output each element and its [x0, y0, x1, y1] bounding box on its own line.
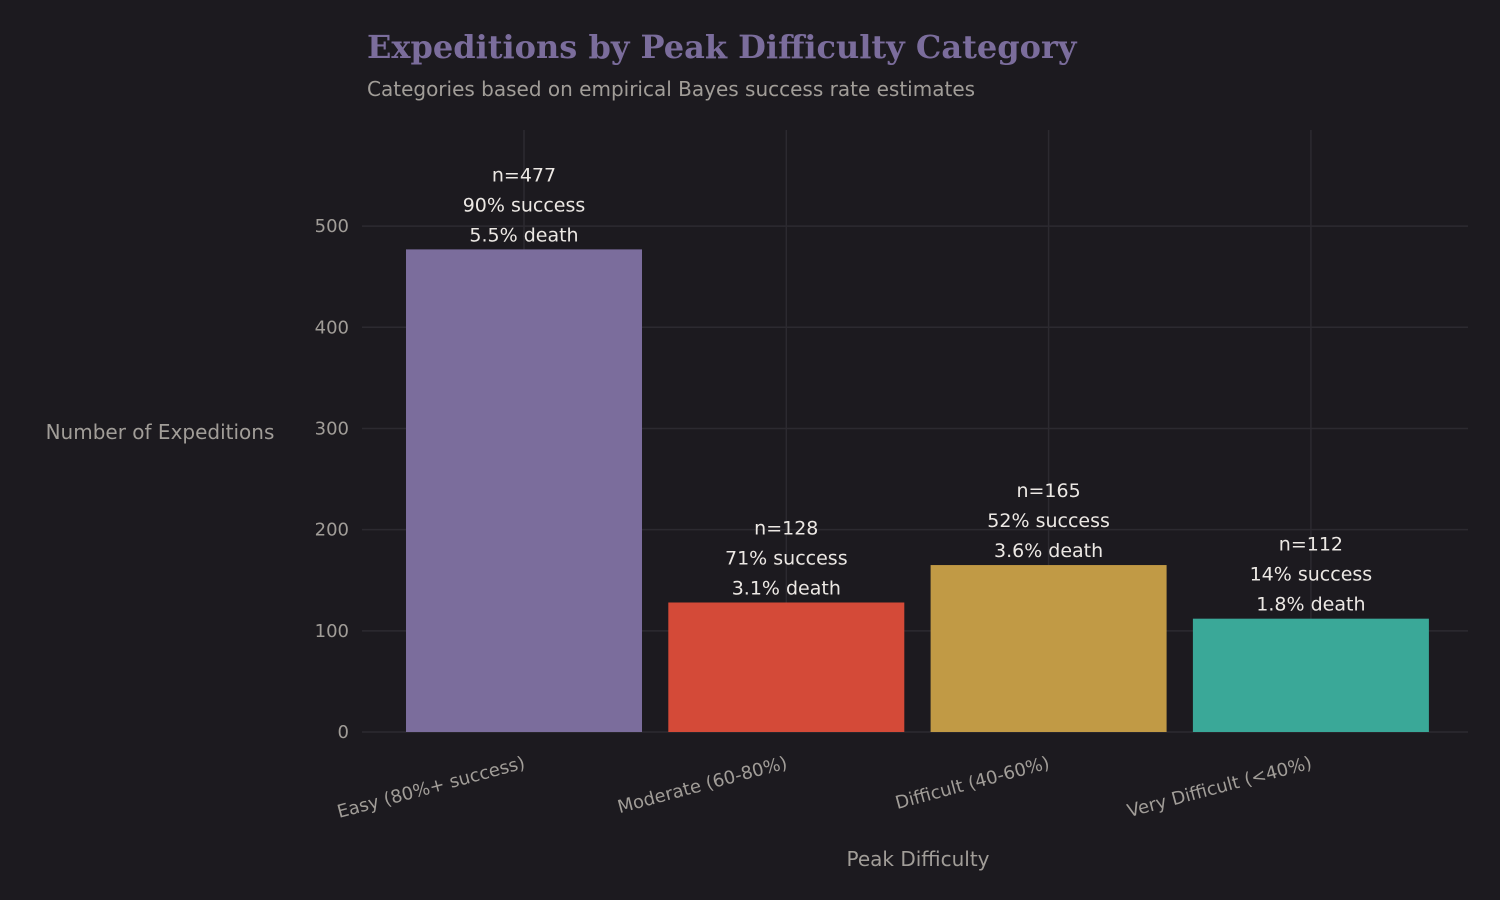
bar [930, 565, 1167, 732]
data-label: 3.6% death [994, 540, 1103, 562]
data-label: n=128 [754, 517, 818, 539]
chart-subtitle: Categories based on empirical Bayes succ… [367, 77, 975, 101]
data-label: n=165 [1016, 480, 1080, 502]
data-label: 1.8% death [1256, 594, 1365, 616]
x-axis-label: Peak Difficulty [846, 847, 989, 871]
y-tick-label: 400 [315, 317, 349, 338]
y-tick-label: 500 [315, 216, 349, 237]
y-axis-ticks: 0 100 200 300 400 500 [315, 216, 349, 743]
bars [406, 249, 1429, 732]
chart-title: Expeditions by Peak Difficulty Category [367, 28, 1078, 66]
data-label: 90% success [463, 194, 586, 216]
data-label: 5.5% death [469, 224, 578, 246]
y-tick-label: 300 [315, 418, 349, 439]
y-tick-label: 200 [315, 520, 349, 541]
data-label: 3.1% death [732, 577, 841, 599]
y-axis-label: Number of Expeditions [46, 420, 275, 444]
data-label: n=477 [492, 164, 556, 186]
data-label: 71% success [725, 547, 848, 569]
data-labels: n=477 90% success 5.5% death n=128 71% succe… [463, 164, 1372, 615]
data-label: n=112 [1279, 534, 1343, 556]
bar [406, 249, 642, 732]
bar [668, 602, 905, 732]
data-label: 52% success [987, 510, 1110, 532]
data-label: 14% success [1250, 564, 1373, 586]
y-tick-label: 100 [315, 621, 349, 642]
y-tick-label: 0 [338, 722, 349, 743]
bar [1192, 618, 1429, 732]
